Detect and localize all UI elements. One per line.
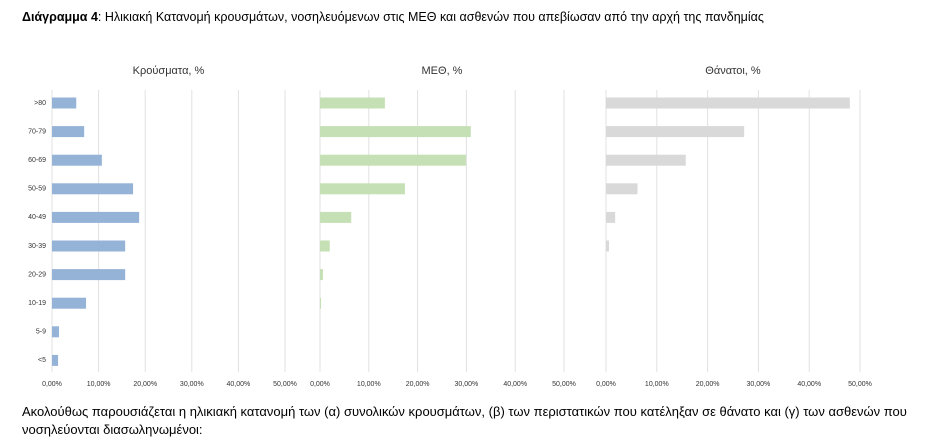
heading-label: Διάγραμμα 4 [22, 10, 98, 24]
x-tick-label: 10,00% [645, 381, 669, 388]
bar [52, 183, 134, 195]
bar [606, 126, 745, 138]
x-tick-label: 0,00% [596, 381, 616, 388]
bar [606, 211, 616, 223]
bar [320, 240, 330, 252]
x-tick-label: 40,00% [797, 381, 821, 388]
x-tick-label: 30,00% [455, 381, 479, 388]
y-tick-label: 40-49 [28, 214, 46, 221]
bar [320, 154, 466, 166]
panel-title: ΜΕΘ, % [422, 65, 463, 77]
bar [52, 154, 102, 166]
y-tick-label: 50-59 [28, 186, 46, 193]
bar [52, 211, 140, 223]
x-tick-label: 50,00% [273, 381, 297, 388]
y-tick-label: 60-69 [28, 157, 46, 164]
bar [52, 126, 85, 138]
x-tick-label: 20,00% [696, 381, 720, 388]
x-tick-label: 10,00% [87, 381, 111, 388]
paragraph: Ακολούθως παρουσιάζεται η ηλικιακή καταν… [22, 404, 907, 437]
bar [320, 297, 321, 309]
bar [52, 240, 126, 252]
bar [606, 97, 850, 109]
x-tick-label: 30,00% [747, 381, 771, 388]
x-tick-label: 50,00% [848, 381, 872, 388]
y-tick-label: 30-39 [28, 243, 46, 250]
panel-title: Θάνατοι, % [705, 65, 761, 77]
x-tick-label: 0,00% [310, 381, 330, 388]
bar [52, 269, 126, 281]
y-tick-label: >80 [34, 100, 46, 107]
y-tick-label: 10-19 [28, 300, 46, 307]
bar [320, 269, 323, 281]
chart: Κρούσματα, % 0,00% 10,00% 20,00% 30,00% 40,00… [28, 65, 872, 388]
bar [52, 354, 59, 366]
bar [52, 97, 77, 109]
bar [320, 183, 405, 195]
y-tick-label: 70-79 [28, 128, 46, 135]
bar [52, 297, 87, 309]
x-tick-label: 20,00% [133, 381, 157, 388]
y-tick-label: <5 [38, 357, 46, 364]
heading-text: : Ηλικιακή Κατανομή κρουσμάτων, νοσηλευό… [97, 10, 764, 24]
bar [606, 183, 638, 195]
x-tick-label: 40,00% [227, 381, 251, 388]
x-tick-label: 20,00% [406, 381, 430, 388]
bar [52, 326, 59, 338]
bar [606, 154, 686, 166]
bar [606, 240, 610, 252]
heading: Διάγραμμα 4: Ηλικιακή Κατανομή κρουσμάτω… [22, 10, 764, 24]
bar [320, 211, 352, 223]
x-tick-label: 40,00% [503, 381, 527, 388]
y-tick-label: 5-9 [36, 329, 46, 336]
x-tick-label: 0,00% [42, 381, 62, 388]
x-tick-label: 50,00% [552, 381, 576, 388]
y-tick-label: 20-29 [28, 271, 46, 278]
x-tick-label: 10,00% [357, 381, 381, 388]
panel-title: Κρούσματα, % [133, 65, 205, 77]
bar [320, 97, 385, 109]
x-tick-label: 30,00% [180, 381, 204, 388]
bar [320, 126, 471, 138]
